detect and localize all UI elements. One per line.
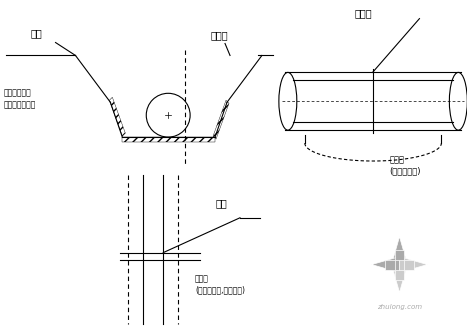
Text: zhulong.com: zhulong.com xyxy=(377,304,422,310)
Polygon shape xyxy=(122,137,215,142)
Bar xyxy=(395,250,404,260)
Text: 放坡比及坡度
现浇及二成次之: 放坡比及坡度 现浇及二成次之 xyxy=(4,88,36,109)
Bar xyxy=(404,260,415,269)
Polygon shape xyxy=(400,257,427,272)
Polygon shape xyxy=(213,100,229,139)
Text: 钎对: 钎对 xyxy=(215,198,227,208)
Text: 排距管: 排距管 xyxy=(210,31,228,40)
Text: 支护体
(空腹地承架,十点积水): 支护体 (空腹地承架,十点积水) xyxy=(195,274,245,295)
Text: 地平: 地平 xyxy=(30,29,43,38)
Bar xyxy=(385,260,395,269)
Text: 深作坑
(积水坑十水): 深作坑 (积水坑十水) xyxy=(389,155,421,175)
Text: 钎对口: 钎对口 xyxy=(355,9,372,19)
Polygon shape xyxy=(392,237,408,265)
Bar xyxy=(395,269,404,280)
Polygon shape xyxy=(372,257,400,272)
Polygon shape xyxy=(110,97,125,136)
Polygon shape xyxy=(392,265,408,292)
